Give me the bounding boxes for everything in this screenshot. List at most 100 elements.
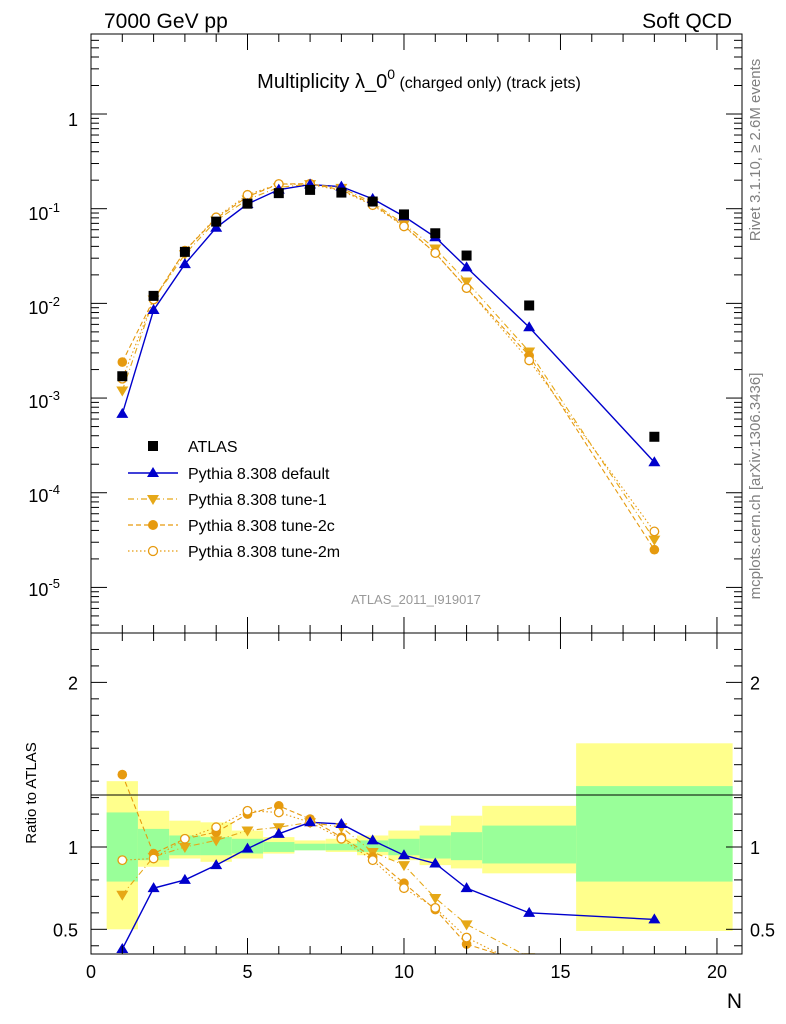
y-tick-label-10m4: 10-4 (28, 482, 60, 506)
ratio-point (210, 859, 223, 870)
ratio-point (460, 882, 473, 893)
main-point (242, 198, 253, 209)
ratio-point (523, 953, 536, 954)
ratio-point (460, 920, 473, 931)
analysis-watermark: ATLAS_2011_I919017 (351, 592, 481, 607)
ratio-uncertainty-bands (106, 743, 733, 931)
x-tick-label: 15 (550, 962, 570, 982)
header-left: 7000 GeV pp (104, 10, 228, 33)
side-label-mcplots: mcplots.cern.ch [arXiv:1306.3436] (747, 373, 764, 600)
ratio-point (241, 842, 254, 853)
ratio-point (335, 817, 348, 828)
main-point (147, 304, 160, 315)
main-series-line (121, 183, 655, 551)
main-point (148, 290, 159, 301)
main-point (461, 250, 472, 261)
legend-label-tune2c: Pythia 8.308 tune-2c (188, 518, 335, 535)
ratio-point (648, 913, 661, 924)
ratio-y-tick-label-left: 2 (68, 673, 78, 693)
main-point (460, 261, 473, 272)
x-tick-label: 20 (707, 962, 727, 982)
ratio-point (430, 902, 441, 913)
legend-label-tune1: Pythia 8.308 tune-1 (188, 492, 327, 509)
legend-marker-tune1 (147, 495, 159, 505)
ratio-point (272, 827, 285, 838)
chart-title-sup: 0 (387, 66, 395, 82)
ratio-series-line (121, 774, 500, 954)
main-point (524, 300, 535, 311)
ratio-band-inner (357, 840, 389, 852)
legend: ATLAS Pythia 8.308 default Pythia 8.308 … (128, 439, 340, 561)
legend-entry-tune1: Pythia 8.308 tune-1 (128, 492, 327, 509)
ratio-series-line (121, 821, 655, 950)
ratio-y-axis-label: Ratio to ATLAS (23, 742, 40, 843)
legend-label-tune2m: Pythia 8.308 tune-2m (188, 544, 340, 561)
ratio-y-tick-label-left: 1 (68, 838, 78, 858)
legend-entry-atlas: ATLAS (148, 439, 238, 456)
ratio-y-tick-label-left: 0.5 (53, 920, 78, 940)
main-y-ticks (91, 33, 742, 626)
ratio-band-inner (576, 786, 733, 882)
ratio-point (242, 805, 253, 816)
ratio-plot-frame (90, 632, 743, 955)
main-data-markers (116, 178, 661, 555)
y-tick-label-10m5: 10-5 (28, 576, 60, 600)
ratio-point (273, 807, 284, 818)
ratio-point (116, 890, 129, 901)
ratio-point (429, 857, 442, 868)
side-label-rivet: Rivet 3.1.10, ≥ 2.6M events (747, 59, 764, 242)
main-point (648, 535, 661, 546)
main-point (273, 188, 284, 199)
ratio-point (366, 834, 379, 845)
legend-marker-default (147, 467, 159, 477)
main-point (336, 187, 347, 198)
ratio-panel: 0.5 0.5 1 1 2 2 0 5 10 15 20 Ratio to ATLAS N (23, 632, 775, 1013)
x-tick-label: 5 (242, 962, 252, 982)
main-point (398, 209, 409, 220)
ratio-point (367, 855, 378, 866)
ratio-point (211, 822, 222, 833)
legend-entry-default: Pythia 8.308 default (128, 466, 330, 483)
ratio-point (241, 826, 254, 837)
legend-label-default: Pythia 8.308 default (188, 466, 330, 483)
main-point (649, 544, 660, 555)
ratio-point (178, 873, 191, 884)
x-axis-label: N (727, 990, 742, 1013)
ratio-y-tick-label-right: 2 (750, 673, 760, 693)
ratio-band-inner (419, 835, 451, 859)
chart-title: Multiplicity λ_00 (charged only) (track … (257, 66, 581, 93)
main-point (649, 431, 660, 442)
chart-title-main: Multiplicity λ_0 (257, 71, 387, 93)
ratio-band-inner (106, 812, 138, 882)
main-point (305, 184, 316, 195)
ratio-point (523, 906, 536, 917)
ratio-point (147, 882, 160, 893)
ratio-y-tick-label-right: 0.5 (750, 920, 775, 940)
legend-label-atlas: ATLAS (188, 439, 238, 456)
y-tick-label-1: 1 (68, 110, 78, 130)
ratio-y-tick-label-right: 1 (750, 838, 760, 858)
ratio-data-markers (116, 769, 661, 954)
ratio-point (148, 853, 159, 864)
ratio-point (210, 836, 223, 847)
legend-entry-tune2c: Pythia 8.308 tune-2c (128, 518, 335, 535)
main-point (649, 526, 660, 537)
y-tick-label-10m3: 10-3 (28, 388, 60, 412)
main-point (116, 386, 129, 397)
y-tick-label-10m1: 10-1 (28, 200, 60, 224)
main-point (211, 216, 222, 227)
main-series-line (121, 183, 655, 540)
main-series-line (121, 183, 655, 532)
y-tick-label-10m2: 10-2 (28, 294, 60, 318)
main-point (430, 228, 441, 239)
x-tick-label: 10 (394, 962, 414, 982)
main-point (210, 221, 223, 232)
legend-entry-tune2m: Pythia 8.308 tune-2m (128, 544, 340, 561)
ratio-point (117, 769, 128, 780)
main-point (430, 248, 441, 259)
main-point (648, 456, 661, 467)
ratio-point (179, 833, 190, 844)
ratio-band-inner (482, 825, 577, 864)
main-x-ticks (90, 34, 718, 633)
main-point (178, 258, 191, 269)
